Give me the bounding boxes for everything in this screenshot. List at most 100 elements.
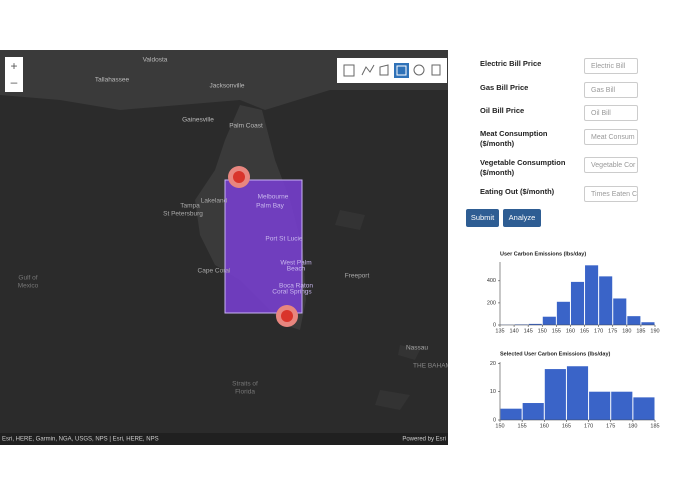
field-label: Gas Bill Price xyxy=(480,83,529,92)
bar xyxy=(627,316,641,325)
place-label: Straits of xyxy=(232,381,258,388)
charts: User Carbon Emissions (lbs/day) 135 140 145… xyxy=(487,251,660,429)
text-input[interactable]: Gas Bill xyxy=(584,82,638,98)
text-input[interactable]: Times Eaten C xyxy=(584,186,638,202)
tool-circle[interactable] xyxy=(413,64,425,76)
bar xyxy=(544,369,566,420)
x-tick-label: 160 xyxy=(566,328,575,334)
x-tick-label: 165 xyxy=(562,423,571,429)
x-tick-label: 180 xyxy=(622,328,631,334)
x-tick-label: 155 xyxy=(518,423,527,429)
cluster-inner[interactable] xyxy=(281,310,293,322)
place-label: Lakeland xyxy=(201,198,228,205)
button[interactable]: Submit xyxy=(466,209,499,227)
place-label: Nassau xyxy=(406,345,428,352)
place-label: Valdosta xyxy=(143,57,168,64)
x-tick-label: 135 xyxy=(495,328,504,334)
attribution-bar xyxy=(0,433,448,445)
zoom-out[interactable]: – xyxy=(11,75,18,89)
bar xyxy=(556,301,570,325)
place-label: THE BAHAM xyxy=(413,363,448,370)
x-tick-label: 190 xyxy=(650,328,659,334)
bar xyxy=(599,276,613,325)
island xyxy=(375,345,420,410)
field-label: Oil Bill Price xyxy=(480,106,525,115)
bar xyxy=(528,323,542,325)
selection-rectangle[interactable] xyxy=(224,179,303,314)
tool-point[interactable] xyxy=(343,64,355,77)
place-label: Jacksonville xyxy=(209,83,244,90)
tool-polyline[interactable] xyxy=(361,64,375,76)
text-input[interactable]: Electric Bill xyxy=(584,58,638,74)
bar xyxy=(522,403,544,420)
place-label: West Palm xyxy=(280,260,311,267)
place-label: Boca Raton xyxy=(279,283,313,290)
field-label: Meat Consumption ($/month) xyxy=(480,129,548,148)
x-tick-label: 150 xyxy=(495,423,504,429)
zoom-in[interactable]: + xyxy=(10,59,17,73)
zoom-control xyxy=(5,57,23,92)
cluster-marker[interactable] xyxy=(276,305,298,327)
place-label: Tallahassee xyxy=(95,77,130,84)
x-tick-label: 170 xyxy=(584,423,593,429)
chart-title: User Carbon Emissions (lbs/day) xyxy=(500,251,586,257)
x-tick-label: 145 xyxy=(524,328,533,334)
bar xyxy=(585,265,599,325)
text-input[interactable]: Vegetable Cor xyxy=(584,157,638,173)
place-label: St Petersburg xyxy=(163,211,203,218)
bar xyxy=(589,391,611,420)
bar xyxy=(542,316,556,325)
bar xyxy=(633,397,655,420)
land xyxy=(0,50,448,110)
attribution: Esri, HERE, Garmin, NGA, USGS, NPS | Esr… xyxy=(2,437,159,443)
place-label: Tampa xyxy=(180,203,200,210)
x-tick-label: 185 xyxy=(650,423,659,429)
x-tick-label: 140 xyxy=(509,328,518,334)
place-label: Gainesville xyxy=(182,117,214,124)
button[interactable]: Analyze xyxy=(503,209,541,227)
y-tick-label: 20 xyxy=(490,361,496,367)
x-tick-label: 155 xyxy=(552,328,561,334)
bar xyxy=(611,391,633,420)
x-tick-label: 180 xyxy=(628,423,637,429)
bar xyxy=(500,408,522,420)
x-tick-label: 165 xyxy=(580,328,589,334)
place-label: Melbourne xyxy=(258,194,289,201)
tool-delete[interactable] xyxy=(431,64,441,76)
x-tick-label: 175 xyxy=(608,328,617,334)
tool-rectangle-icon xyxy=(396,65,407,76)
y-tick-label: 0 xyxy=(493,417,496,423)
x-tick-label: 185 xyxy=(636,328,645,334)
map: + – Esri, HERE, Garmin, NGA, USGS, NPS |… xyxy=(0,50,448,445)
field-label: Eating Out ($/month) xyxy=(480,187,555,196)
bar xyxy=(566,366,589,420)
y-tick-label: 0 xyxy=(493,322,496,328)
place-label: Gulf of xyxy=(18,275,37,282)
bar xyxy=(641,322,655,325)
bar xyxy=(613,298,627,325)
place-label: Beach xyxy=(287,266,306,273)
x-tick-label: 150 xyxy=(538,328,547,334)
cluster-inner[interactable] xyxy=(233,171,245,183)
x-tick-label: 175 xyxy=(606,423,615,429)
chart-title: Selected User Carbon Emissions (lbs/day) xyxy=(500,351,611,357)
text-input[interactable]: Oil Bill xyxy=(584,105,638,121)
tool-polygon[interactable] xyxy=(379,64,389,76)
powered-by: Powered by Esri xyxy=(402,437,446,443)
place-label: Palm Bay xyxy=(256,203,285,210)
draw-toolbar xyxy=(337,58,447,83)
place-label: Coral Springs xyxy=(272,289,312,296)
text-input[interactable]: Meat Consum xyxy=(584,129,638,145)
y-tick-label: 10 xyxy=(490,389,496,395)
tool-rectangle-active[interactable] xyxy=(394,63,409,78)
x-tick-label: 160 xyxy=(540,423,549,429)
field-label: Electric Bill Price xyxy=(480,59,542,68)
place-label: Cape Coral xyxy=(198,268,231,275)
place-label: Port St Lucie xyxy=(265,236,303,243)
place-label: Florida xyxy=(235,389,255,396)
cluster-marker[interactable] xyxy=(228,166,250,188)
island xyxy=(335,210,365,230)
bar xyxy=(570,281,585,325)
field-label: Vegetable Consumption ($/month) xyxy=(480,158,566,177)
